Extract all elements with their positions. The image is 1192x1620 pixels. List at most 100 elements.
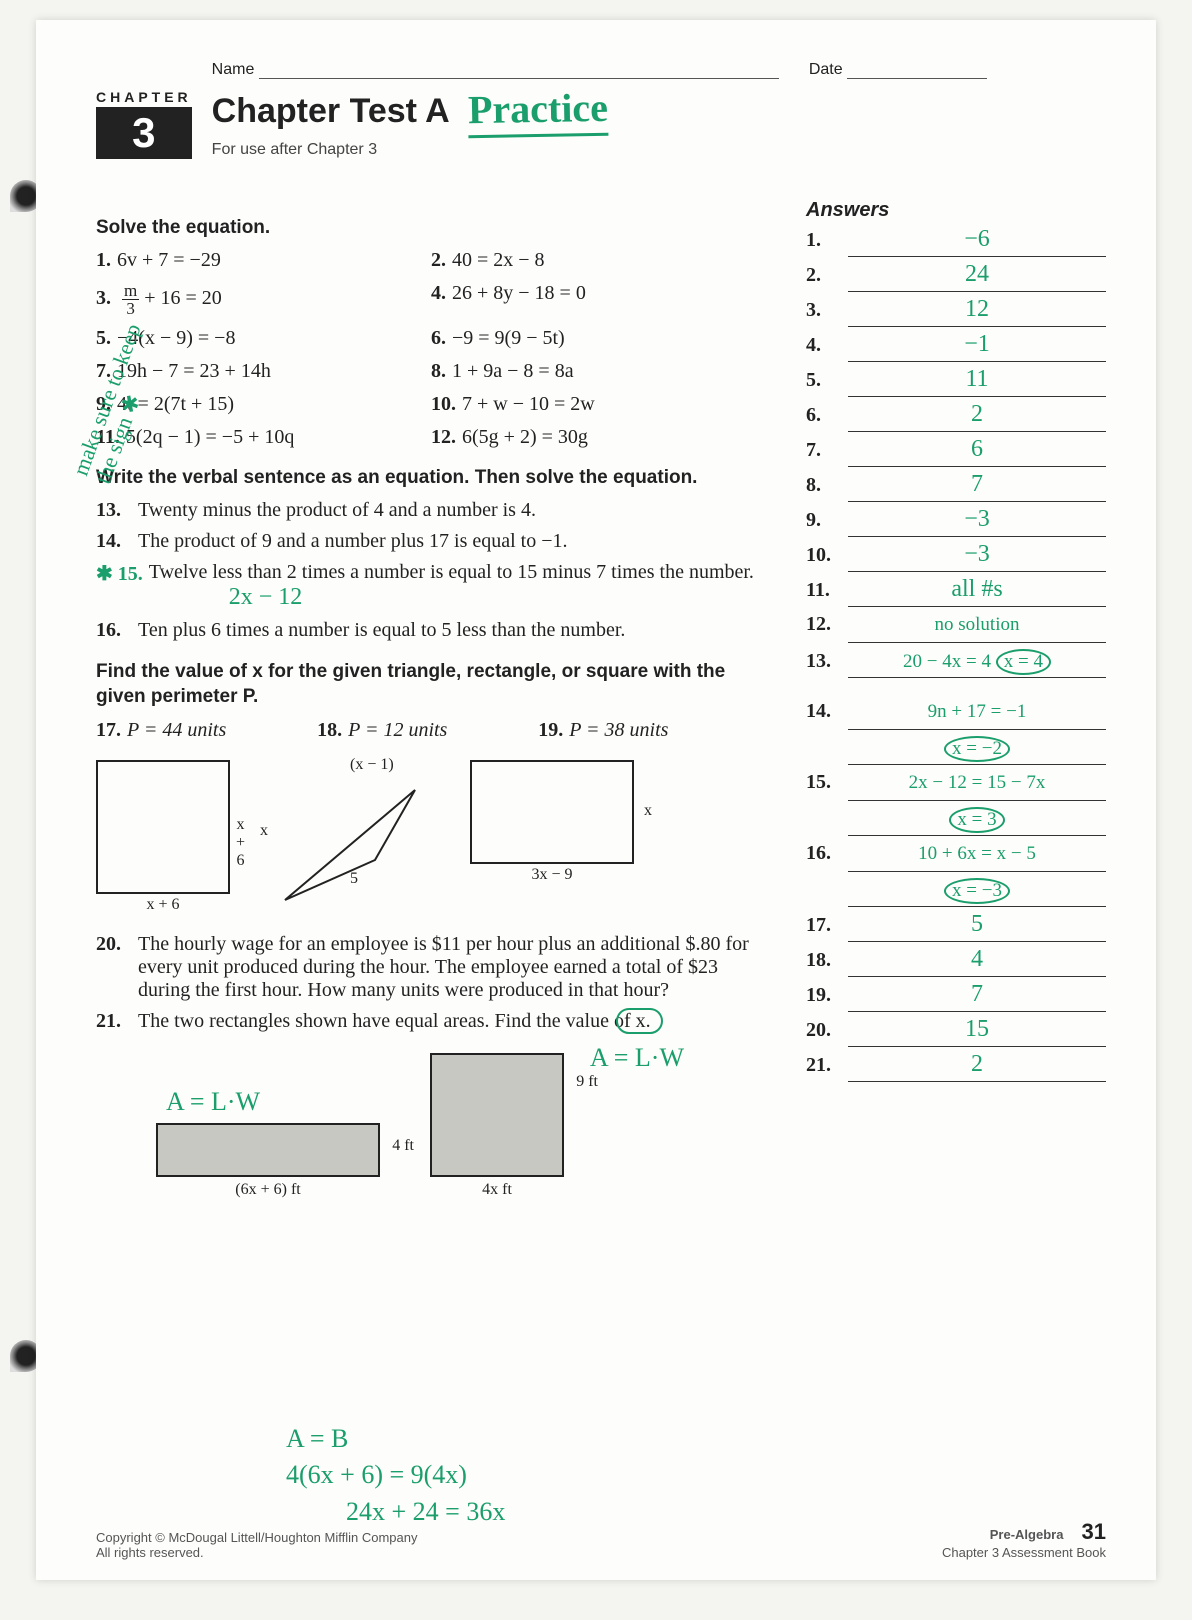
eq: 6v + 7 = −29	[117, 249, 221, 271]
verbal-text: Twelve less than 2 times a number is equ…	[149, 561, 754, 583]
answer-line[interactable]: 12	[848, 298, 1106, 327]
side-label: 3x − 9	[470, 866, 634, 884]
hand-formula: A = L·W	[166, 1087, 260, 1117]
perim-val: P = 38 units	[569, 719, 668, 741]
word-problem: 21. The two rectangles shown have equal …	[96, 1010, 766, 1033]
questions-column: Solve the equation. 1.6v + 7 = −29 2.40 …	[96, 199, 766, 1219]
side-label: (x − 1)	[350, 756, 394, 774]
perim-val: P = 12 units	[348, 719, 447, 741]
eq: 40 = 2x − 8	[452, 249, 545, 271]
eq: + 16 = 20	[144, 287, 222, 309]
question-row: 9.4t = 2(7t + 15) 10.7 + w − 10 = 2w	[96, 393, 766, 416]
verbal-q: 16.Ten plus 6 times a number is equal to…	[96, 619, 766, 642]
section-heading: Find the value of x for the given triang…	[96, 660, 766, 709]
square-shape: x + 6 x + 6	[96, 752, 230, 914]
section-heading: Solve the equation.	[96, 217, 766, 239]
chapter-label: CHAPTER	[96, 89, 192, 105]
bottom-handwork: A = B 4(6x + 6) = 9(4x) 24x + 24 = 36x	[286, 1421, 505, 1530]
eq: 1 + 9a − 8 = 8a	[452, 360, 574, 382]
wp-text: The hourly wage for an employee is $11 p…	[138, 933, 766, 1002]
answers-heading: Answers	[806, 199, 1106, 222]
dim-label: (6x + 6) ft	[156, 1181, 380, 1199]
answer-line[interactable]: 2	[848, 1053, 1106, 1082]
verbal-text: Ten plus 6 times a number is equal to 5 …	[138, 619, 625, 642]
question-row: 3. m3 + 16 = 20 4.26 + 8y − 18 = 0	[96, 282, 766, 317]
verbal-q: 14.The product of 9 and a number plus 17…	[96, 530, 766, 553]
name-blank[interactable]	[259, 60, 779, 79]
book-title: Pre-Algebra	[990, 1527, 1064, 1542]
question-row: 11.5(2q − 1) = −5 + 10q 12.6(5g + 2) = 3…	[96, 426, 766, 449]
shapes-row: x + 6 x + 6 (x − 1) x 5 x 3x − 9	[96, 752, 766, 917]
verbal-q: ✱ 15. Twelve less than 2 times a number …	[96, 561, 766, 611]
side-label: x + 6	[236, 816, 245, 870]
chapter-box: CHAPTER 3	[96, 89, 192, 159]
side-label: 5	[350, 870, 358, 888]
date-blank[interactable]	[847, 60, 987, 79]
answer-line[interactable]: 24	[848, 263, 1106, 292]
gray-rect	[156, 1123, 380, 1177]
answer-line[interactable]: 6	[848, 438, 1106, 467]
section-heading: Write the verbal sentence as an equation…	[96, 467, 766, 489]
question-row: 5.−4(x − 9) = −8 6.−9 = 9(9 − 5t)	[96, 327, 766, 350]
verbal-text: The product of 9 and a number plus 17 is…	[138, 530, 568, 553]
dim-label: 4x ft	[430, 1181, 564, 1199]
eq: 6(5g + 2) = 30g	[462, 426, 588, 448]
verbal-q: 13.Twenty minus the product of 4 and a n…	[96, 499, 766, 522]
answer-line[interactable]: −6	[848, 228, 1106, 257]
answer-line[interactable]: 2	[848, 403, 1106, 432]
answer-line[interactable]: x = 3	[848, 807, 1106, 836]
dim-label: 4 ft	[392, 1137, 414, 1155]
date-label: Date	[809, 61, 843, 78]
answer-line[interactable]: all #s	[848, 578, 1106, 607]
rights-text: All rights reserved.	[96, 1545, 418, 1560]
eq: −9 = 9(9 − 5t)	[452, 327, 565, 349]
date-field: Date	[809, 60, 987, 79]
answer-line[interactable]: 20 − 4x = 4 x = 4	[848, 649, 1106, 678]
question-row: 7.19h − 7 = 23 + 14h 8.1 + 9a − 8 = 8a	[96, 360, 766, 383]
hand-eq: 4(6x + 6) = 9(4x)	[286, 1457, 505, 1493]
answer-line[interactable]: −3	[848, 508, 1106, 537]
side-label: x	[644, 802, 652, 820]
content-body: Solve the equation. 1.6v + 7 = −29 2.40 …	[96, 199, 1106, 1219]
verbal-text: Twenty minus the product of 4 and a numb…	[138, 499, 536, 522]
perim-val: P = 44 units	[127, 719, 226, 741]
answer-line[interactable]: −1	[848, 333, 1106, 362]
copyright-text: Copyright © McDougal Littell/Houghton Mi…	[96, 1530, 418, 1545]
q21-figure: A = L·W 4 ft (6x + 6) ft A = L·W 9 ft 4x…	[156, 1053, 766, 1199]
dim-label: 9 ft	[576, 1073, 598, 1091]
answer-line[interactable]: x = −3	[848, 878, 1106, 907]
subtitle: For use after Chapter 3	[212, 141, 1106, 159]
side-label: x + 6	[96, 896, 230, 914]
eq: 7 + w − 10 = 2w	[462, 393, 595, 415]
answer-line[interactable]: 15	[848, 1018, 1106, 1047]
rectangle-shape: x 3x − 9	[470, 752, 634, 884]
page-title: Chapter Test A Practice	[212, 85, 1106, 137]
answer-line[interactable]: x = −2	[848, 736, 1106, 765]
answer-line[interactable]: 4	[848, 948, 1106, 977]
word-problem: 20.The hourly wage for an employee is $1…	[96, 933, 766, 1002]
name-field: Name	[212, 60, 779, 79]
wp-text: The two rectangles shown have equal area…	[138, 1010, 651, 1032]
answer-line[interactable]: 9n + 17 = −1	[848, 701, 1106, 730]
answer-line[interactable]: no solution	[848, 614, 1106, 643]
book-subtitle: Chapter 3 Assessment Book	[942, 1545, 1106, 1560]
gray-rect	[430, 1053, 564, 1177]
answer-line[interactable]: 7	[848, 473, 1106, 502]
hand-eq: A = B	[286, 1421, 505, 1457]
triangle-shape: (x − 1) x 5	[260, 752, 440, 917]
perim-row: 17.P = 44 units 18.P = 12 units 19.P = 3…	[96, 719, 766, 742]
page-number: 31	[1082, 1519, 1106, 1544]
answer-line[interactable]: −3	[848, 543, 1106, 572]
answer-line[interactable]: 5	[848, 913, 1106, 942]
answer-line[interactable]: 11	[848, 368, 1106, 397]
answer-line[interactable]: 2x − 12 = 15 − 7x	[848, 772, 1106, 801]
practice-handwriting: Practice	[467, 84, 608, 138]
answer-line[interactable]: 7	[848, 983, 1106, 1012]
eq: 5(2q − 1) = −5 + 10q	[126, 426, 294, 448]
answer-line[interactable]: 10 + 6x = x − 5	[848, 843, 1106, 872]
answers-column: Answers 1.−6 2.24 3.12 4.−1 5.11 6.2 7.6…	[806, 199, 1106, 1219]
side-label: x	[260, 822, 268, 840]
eq: 26 + 8y − 18 = 0	[452, 282, 586, 304]
header: CHAPTER 3 Name Date Chapter Test A Pract…	[96, 60, 1106, 159]
hand-formula: A = L·W	[590, 1043, 684, 1073]
